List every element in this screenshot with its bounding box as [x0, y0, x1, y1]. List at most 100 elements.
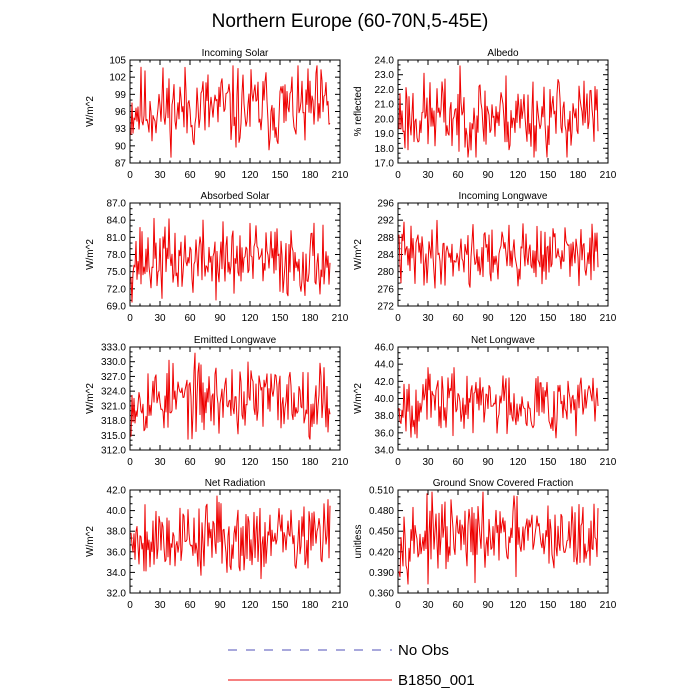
chart-net-radiation: Net Radiation W/m^2 0 30 60 90 120 150 180 210 32.… — [85, 478, 349, 611]
x-tick-label: 30 — [422, 170, 434, 181]
legend: No Obs B1850_001 — [228, 642, 475, 689]
series-line-b1850-001 — [130, 217, 331, 303]
x-tick-label: 0 — [127, 600, 133, 611]
figure-title: Northern Europe (60-70N,5-45E) — [212, 11, 489, 32]
plot-frame — [397, 202, 609, 307]
y-axis-label: W/m^2 — [85, 383, 96, 414]
chart-absorbed-solar: Absorbed Solar W/m^2 0 30 60 90 120 150 180 210 69… — [85, 191, 349, 324]
x-tick-label: 30 — [154, 600, 166, 611]
chart-title: Incoming Longwave — [459, 191, 548, 202]
y-tick-label: 21.0 — [375, 100, 395, 111]
series-line-b1850-001 — [398, 491, 599, 585]
y-tick-label: 72.0 — [107, 284, 127, 295]
x-tick-label: 30 — [154, 313, 166, 324]
y-tick-label: 272 — [377, 302, 394, 313]
panels: Incoming Solar W/m^2 0 30 60 90 120 150 180 210 87… — [85, 48, 617, 611]
y-tick-label: 44.0 — [375, 360, 395, 371]
y-tick-label: 40.0 — [375, 394, 395, 405]
x-tick-label: 60 — [184, 170, 196, 181]
plot-frame — [397, 346, 609, 451]
y-tick-label: 75.0 — [107, 267, 127, 278]
chart-title: Net Radiation — [205, 478, 266, 489]
x-tick-label: 60 — [184, 313, 196, 324]
x-tick-label: 180 — [570, 600, 587, 611]
y-tick-label: 36.0 — [107, 547, 127, 558]
chart-net-longwave: Net Longwave W/m^2 0 30 60 90 120 150 180 210 34.0… — [353, 335, 617, 468]
y-tick-label: 42.0 — [107, 486, 127, 497]
y-axis-label: W/m^2 — [85, 239, 96, 270]
y-tick-label: 46.0 — [375, 343, 395, 354]
y-tick-label: 24.0 — [375, 56, 395, 67]
x-tick-label: 30 — [422, 600, 434, 611]
y-tick-label: 34.0 — [107, 568, 127, 579]
chart-incoming-solar: Incoming Solar W/m^2 0 30 60 90 120 150 180 210 87… — [85, 48, 349, 181]
x-tick-label: 30 — [422, 457, 434, 468]
x-tick-label: 150 — [540, 313, 557, 324]
x-tick-label: 150 — [540, 457, 557, 468]
y-tick-label: 312.0 — [101, 446, 126, 457]
chart-title: Ground Snow Covered Fraction — [433, 478, 574, 489]
y-tick-label: 0.420 — [369, 547, 394, 558]
y-tick-label: 324.0 — [101, 387, 126, 398]
x-tick-label: 90 — [214, 600, 226, 611]
x-tick-label: 120 — [242, 600, 259, 611]
x-tick-label: 210 — [600, 457, 617, 468]
x-tick-label: 30 — [422, 313, 434, 324]
y-tick-label: 32.0 — [107, 589, 127, 600]
chart-emitted-longwave: Emitted Longwave W/m^2 0 30 60 90 120 150 180 210… — [85, 335, 349, 468]
x-tick-label: 60 — [184, 457, 196, 468]
x-tick-label: 90 — [214, 170, 226, 181]
y-tick-label: 34.0 — [375, 446, 395, 457]
x-tick-label: 150 — [272, 313, 289, 324]
x-tick-label: 210 — [332, 600, 349, 611]
chart-title: Incoming Solar — [202, 48, 269, 59]
x-tick-label: 90 — [482, 313, 494, 324]
x-tick-label: 90 — [482, 170, 494, 181]
y-tick-label: 296 — [377, 199, 394, 210]
chart-title: Absorbed Solar — [201, 191, 271, 202]
y-tick-label: 288 — [377, 233, 394, 244]
plot-frame — [129, 489, 341, 594]
x-tick-label: 0 — [127, 170, 133, 181]
x-tick-label: 0 — [395, 170, 401, 181]
x-tick-label: 0 — [395, 313, 401, 324]
x-tick-label: 0 — [395, 457, 401, 468]
y-tick-label: 99 — [115, 90, 127, 101]
x-tick-label: 0 — [127, 457, 133, 468]
y-tick-label: 321.0 — [101, 401, 126, 412]
y-tick-label: 0.480 — [369, 506, 394, 517]
x-tick-label: 180 — [570, 313, 587, 324]
x-tick-label: 180 — [302, 457, 319, 468]
y-tick-label: 84.0 — [107, 216, 127, 227]
legend-no-obs-label: No Obs — [398, 642, 449, 659]
y-tick-label: 333.0 — [101, 343, 126, 354]
x-tick-label: 120 — [510, 313, 527, 324]
y-tick-label: 0.360 — [369, 589, 394, 600]
chart-albedo: Albedo % reflected 0 30 60 90 120 150 180 210 17.0… — [353, 48, 617, 181]
y-tick-label: 19.0 — [375, 129, 395, 140]
y-tick-label: 330.0 — [101, 357, 126, 368]
series-line-b1850-001 — [398, 65, 599, 158]
y-tick-label: 69.0 — [107, 302, 127, 313]
chart-ground-snow-covered-fraction: Ground Snow Covered Fraction unitless 0 30 6… — [353, 478, 617, 611]
series-line-b1850-001 — [130, 65, 331, 158]
plot-frame — [129, 202, 341, 307]
x-tick-label: 120 — [510, 457, 527, 468]
y-tick-label: 22.0 — [375, 85, 395, 96]
x-tick-label: 30 — [154, 170, 166, 181]
x-tick-label: 120 — [510, 600, 527, 611]
x-tick-label: 60 — [452, 313, 464, 324]
chart-incoming-longwave: Incoming Longwave W/m^2 0 30 60 90 120 150 180 21… — [353, 191, 617, 324]
chart-title: Albedo — [487, 48, 519, 59]
y-tick-label: 280 — [377, 267, 394, 278]
x-tick-label: 120 — [242, 170, 259, 181]
series-line-b1850-001 — [398, 367, 599, 439]
x-tick-label: 210 — [600, 600, 617, 611]
chart-title: Emitted Longwave — [194, 335, 277, 346]
series-line-b1850-001 — [398, 219, 599, 289]
x-tick-label: 90 — [482, 457, 494, 468]
y-tick-label: 20.0 — [375, 114, 395, 125]
x-tick-label: 210 — [600, 170, 617, 181]
legend-b1850-001-label: B1850_001 — [398, 672, 475, 689]
